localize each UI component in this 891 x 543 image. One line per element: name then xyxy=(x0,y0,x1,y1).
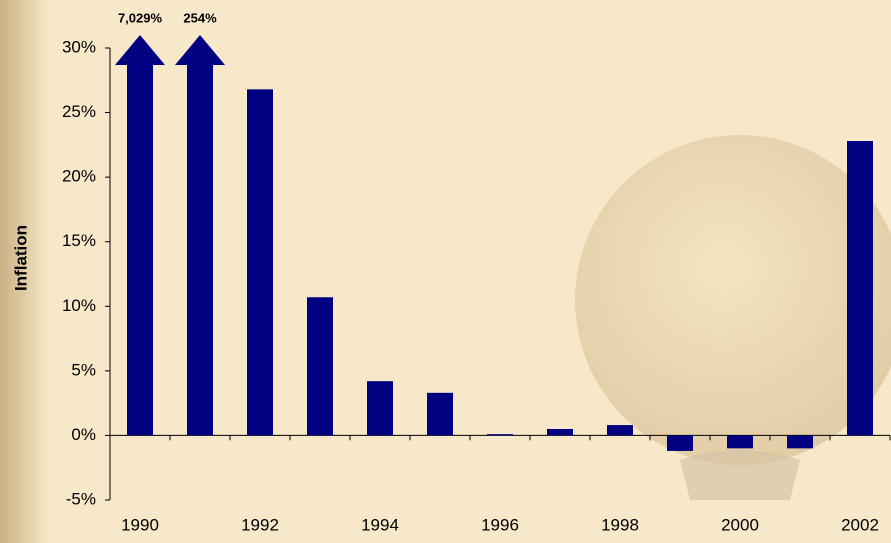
bar xyxy=(787,435,813,449)
x-tick-label: 1998 xyxy=(601,515,639,534)
value-label: 7,029% xyxy=(118,10,163,25)
globe-stand xyxy=(680,450,800,500)
bar xyxy=(307,297,333,436)
bar-arrow xyxy=(175,35,225,436)
y-tick-label: -5% xyxy=(66,489,96,508)
y-tick-label: 25% xyxy=(62,102,96,121)
y-tick-label: 15% xyxy=(62,231,96,250)
bar xyxy=(427,392,453,436)
x-tick-label: 1996 xyxy=(481,515,519,534)
bar-arrow xyxy=(115,35,165,436)
bar xyxy=(847,140,873,436)
x-tick-label: 1990 xyxy=(121,515,159,534)
x-tick-label: 2000 xyxy=(721,515,759,534)
y-tick-label: 0% xyxy=(71,425,96,444)
y-tick-label: 5% xyxy=(71,360,96,379)
y-tick-label: 20% xyxy=(62,167,96,186)
x-tick-label: 1992 xyxy=(241,515,279,534)
x-tick-label: 2002 xyxy=(841,515,879,534)
value-label: 254% xyxy=(183,10,217,25)
texture-strip xyxy=(0,0,48,543)
bar xyxy=(547,428,573,436)
bar xyxy=(367,381,393,436)
y-tick-label: 30% xyxy=(62,37,96,56)
bar xyxy=(607,425,633,436)
bar xyxy=(727,435,753,449)
x-tick-label: 1994 xyxy=(361,515,399,534)
globe-image xyxy=(575,135,891,465)
y-tick-label: 10% xyxy=(62,296,96,315)
bar xyxy=(667,435,693,451)
bar xyxy=(247,89,273,436)
y-axis-title: Inflation xyxy=(11,225,30,291)
bar xyxy=(487,434,513,436)
